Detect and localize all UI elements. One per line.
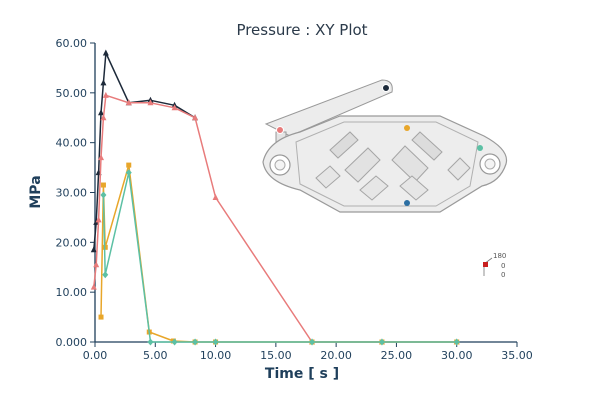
y-tick-label: 30.00 xyxy=(56,187,88,200)
series-line xyxy=(93,52,196,250)
triad-value-bot: 0 xyxy=(501,271,505,279)
y-axis-label: MPa xyxy=(28,175,44,208)
x-tick-label: 0.00 xyxy=(83,349,108,362)
x-tick-label: 20.00 xyxy=(320,349,352,362)
data-point xyxy=(147,99,154,106)
data-point xyxy=(95,216,102,223)
chart-series xyxy=(90,49,460,346)
x-tick-label: 5.00 xyxy=(143,349,168,362)
data-point xyxy=(125,169,132,177)
triad-value-mid: 0 xyxy=(501,262,505,270)
data-point xyxy=(102,271,109,279)
data-point xyxy=(98,109,105,116)
data-point xyxy=(90,246,97,253)
y-tick-label: 40.00 xyxy=(56,137,88,150)
data-point xyxy=(378,338,385,346)
series-1 xyxy=(90,49,199,253)
data-point xyxy=(125,99,132,106)
x-axis-label: Time [ s ] xyxy=(265,366,339,382)
data-point xyxy=(453,338,460,346)
data-point xyxy=(102,91,109,98)
x-tick-label: 30.00 xyxy=(441,349,473,362)
x-tick-label: 15.00 xyxy=(260,349,292,362)
data-point xyxy=(93,261,100,268)
triad-value-top: 180 xyxy=(493,252,506,260)
y-tick-label: 50.00 xyxy=(56,87,88,100)
orientation-triad: 180 0 0 xyxy=(483,252,506,279)
y-tick-label: 20.00 xyxy=(56,236,88,249)
series-line xyxy=(93,94,457,343)
data-point xyxy=(171,338,178,346)
data-point xyxy=(100,79,107,86)
data-point xyxy=(98,314,104,320)
data-point xyxy=(212,193,219,200)
data-point xyxy=(100,114,107,121)
chart-title: Pressure : XY Plot xyxy=(236,21,367,39)
part-model-illustration xyxy=(262,79,508,213)
data-point xyxy=(102,49,109,56)
data-point xyxy=(147,338,154,346)
y-tick-label: 60.00 xyxy=(56,37,88,50)
data-point xyxy=(171,104,178,111)
series-4 xyxy=(100,169,460,346)
data-point xyxy=(98,154,105,161)
y-tick-label: 0.000 xyxy=(56,336,88,349)
data-point xyxy=(192,338,199,346)
data-point xyxy=(212,338,219,346)
series-line xyxy=(102,171,457,343)
data-point xyxy=(100,191,107,199)
x-tick-label: 25.00 xyxy=(381,349,413,362)
data-point xyxy=(309,338,316,346)
data-point xyxy=(192,114,199,121)
data-point xyxy=(126,162,132,168)
y-tick-label: 10.00 xyxy=(56,286,88,299)
data-point xyxy=(90,283,97,290)
data-point xyxy=(100,182,106,188)
x-tick-label: 35.00 xyxy=(501,349,533,362)
x-tick-label: 10.00 xyxy=(200,349,232,362)
